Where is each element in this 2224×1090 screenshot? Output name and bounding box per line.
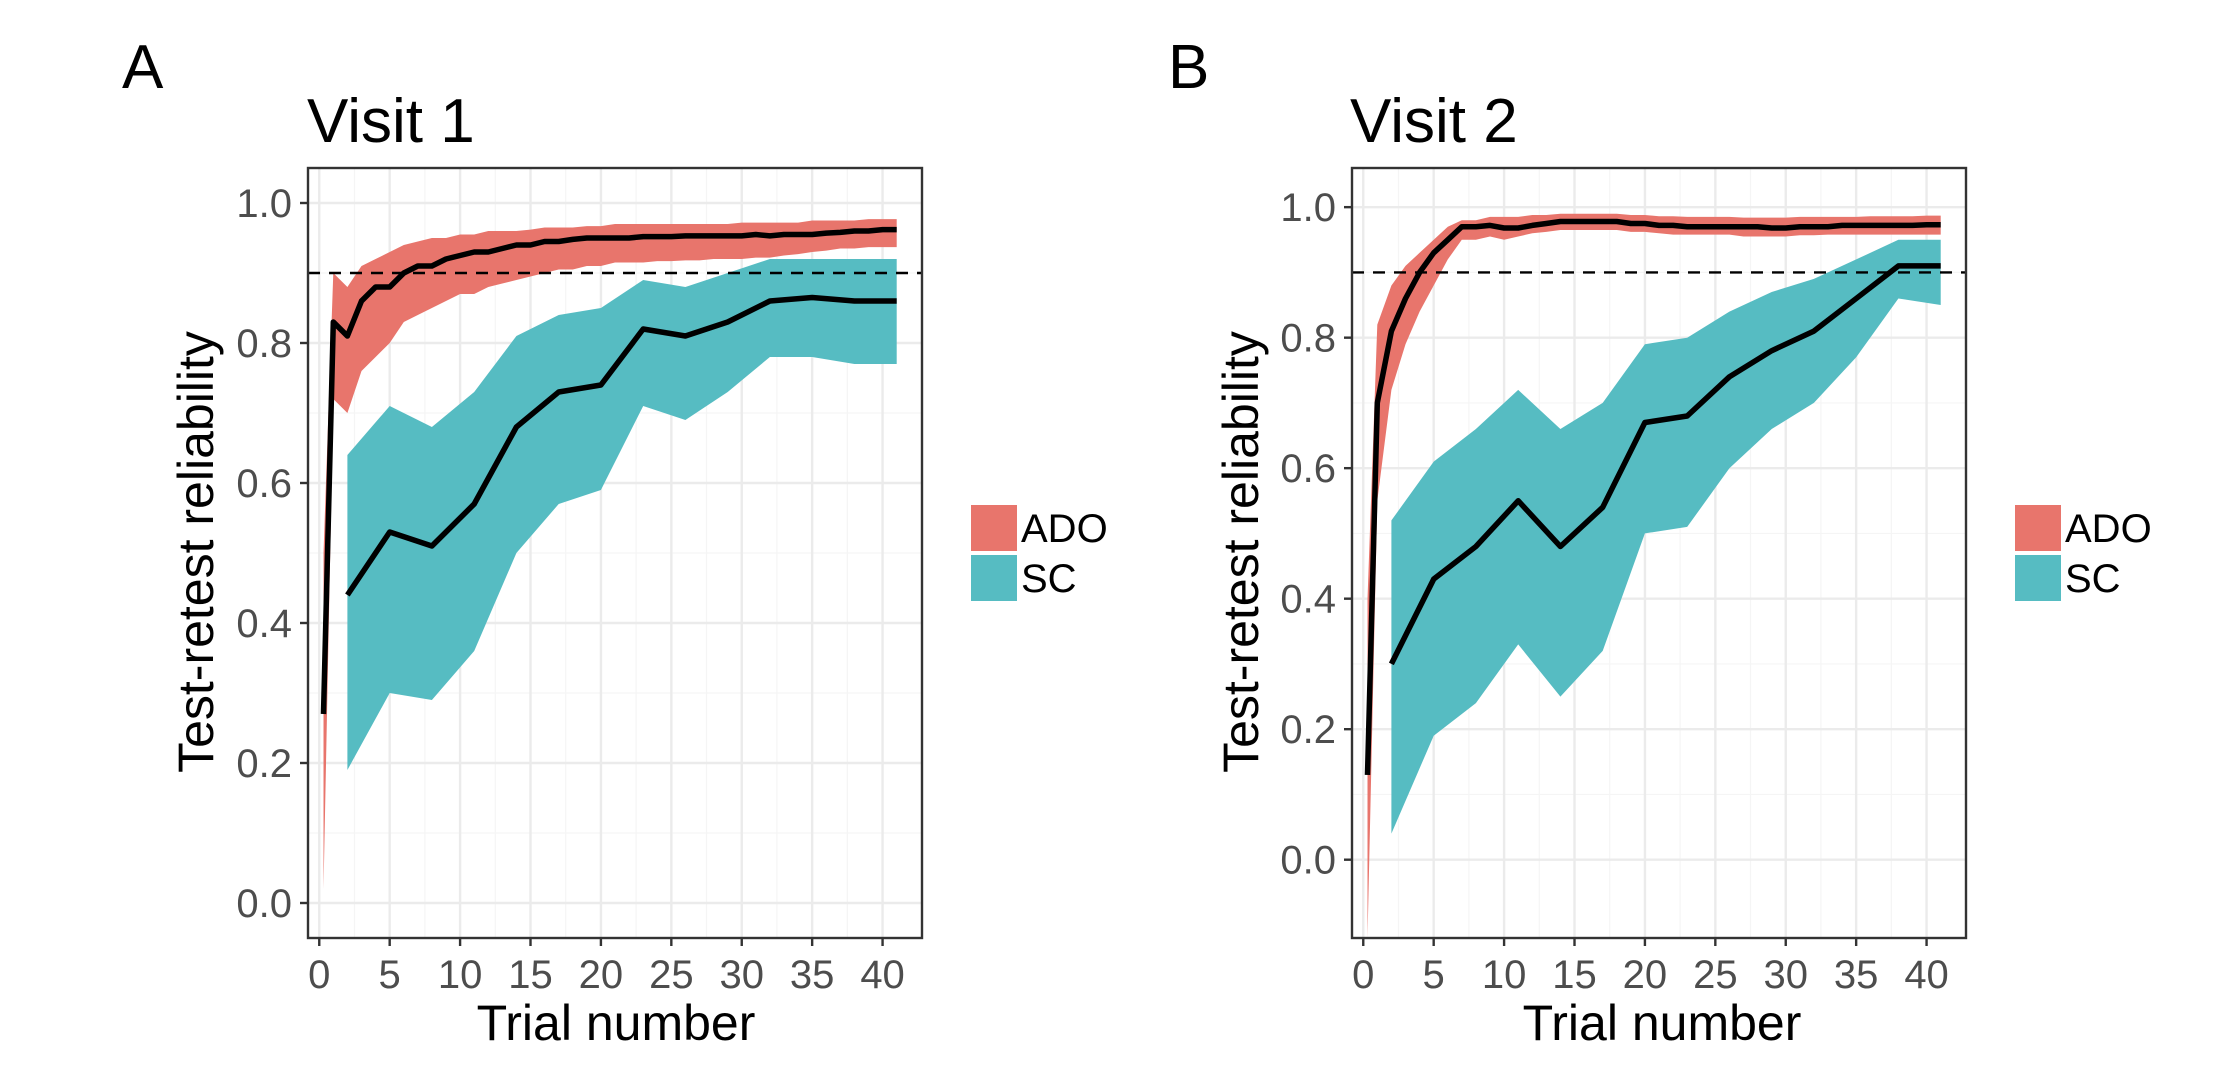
panel-a: A Visit 1 0 5 10 15 20 25 30 35 40 0.0 0.2 0.4 0.6 0.… bbox=[122, 33, 924, 1051]
panel-b-x-tick-label: 30 bbox=[1763, 953, 1808, 997]
panel-a-x-tick-label: 5 bbox=[379, 953, 401, 997]
panel-b-plot-frame bbox=[1350, 166, 1968, 940]
panel-a-title: Visit 1 bbox=[307, 87, 475, 156]
legend-b-ado-swatch bbox=[2015, 505, 2061, 551]
panel-b-title: Visit 2 bbox=[1350, 87, 1518, 156]
panel-b-y-tick-label: 0.8 bbox=[1280, 317, 1336, 361]
legend-a-ado-label: ADO bbox=[1021, 507, 1108, 551]
panel-b-x-axis-title: Trial number bbox=[1523, 995, 1802, 1051]
panel-a-y-tick-label: 0.8 bbox=[236, 322, 292, 366]
panel-a-x-tick-label: 10 bbox=[438, 953, 483, 997]
panel-b-sc-ribbon bbox=[1391, 239, 1941, 834]
panel-a-y-tick-label: 0.2 bbox=[236, 742, 292, 786]
panel-a-y-tick-label: 0.6 bbox=[236, 462, 292, 506]
panel-b-ado-mean-line bbox=[1364, 218, 1941, 775]
legend-b-ado-label: ADO bbox=[2065, 507, 2152, 551]
panel-a-sc-ribbon bbox=[347, 259, 897, 770]
panel-b-y-tick-label: 0.6 bbox=[1280, 447, 1336, 491]
panel-a-x-axis-title: Trial number bbox=[477, 995, 756, 1051]
panel-a-y-tick-label: 0.4 bbox=[236, 602, 292, 646]
panel-a-letter: A bbox=[122, 33, 164, 102]
panel-b-ado-ribbon bbox=[1367, 213, 1941, 938]
panel-b-x-tick-label: 25 bbox=[1693, 953, 1738, 997]
panel-b-x-tick-label: 0 bbox=[1352, 953, 1374, 997]
panel-a-y-axis-title: Test-retest reliability bbox=[168, 331, 224, 773]
panel-b-y-tick-label: 1.0 bbox=[1280, 186, 1336, 230]
panel-b-y-tick-label: 0.0 bbox=[1280, 839, 1336, 883]
panel-a-sc-mean-line bbox=[345, 294, 897, 597]
panel-b-x-tick-label: 35 bbox=[1834, 953, 1879, 997]
panel-b-x-tick-label: 5 bbox=[1423, 953, 1445, 997]
panel-a-x-tick-label: 0 bbox=[308, 953, 330, 997]
panel-b: B Visit 2 0 5 10 15 20 25 30 35 40 0.0 0.2 0.4 0.6 0.… bbox=[1168, 33, 1968, 1051]
panel-b-x-tick-label: 15 bbox=[1552, 953, 1597, 997]
panel-b-y-axis-title: Test-retest reliability bbox=[1213, 331, 1269, 773]
panel-a-x-tick-label: 30 bbox=[719, 953, 764, 997]
panel-b-x-tick-label: 40 bbox=[1904, 953, 1949, 997]
legend-a-sc-swatch bbox=[971, 555, 1017, 601]
panel-b-y-tick-label: 0.4 bbox=[1280, 578, 1336, 622]
panel-b-sc-mean-line bbox=[1388, 263, 1941, 666]
panel-a-y-tick-label: 0.0 bbox=[236, 882, 292, 926]
panel-a-plot-frame bbox=[306, 166, 924, 940]
panel-a-ado-mean-line bbox=[320, 226, 897, 715]
panel-b-x-tick-label: 20 bbox=[1623, 953, 1668, 997]
panel-b-x-tick-label: 10 bbox=[1482, 953, 1527, 997]
legend-a-sc-label: SC bbox=[1021, 557, 1077, 601]
panel-a-plot: 0 5 10 15 20 25 30 35 40 0.0 0.2 0.4 0.6 0.8 1.0 bbox=[236, 166, 924, 997]
legend-a-ado-swatch bbox=[971, 505, 1017, 551]
legend-b: ADO SC bbox=[2015, 505, 2152, 601]
panel-b-letter: B bbox=[1168, 33, 1209, 102]
panel-b-y-tick-label: 0.2 bbox=[1280, 708, 1336, 752]
panel-a-y-tick-label: 1.0 bbox=[236, 182, 292, 226]
legend-b-sc-swatch bbox=[2015, 555, 2061, 601]
panel-a-x-tick-label: 40 bbox=[860, 953, 905, 997]
legend-b-sc-label: SC bbox=[2065, 557, 2121, 601]
panel-a-x-tick-label: 35 bbox=[790, 953, 835, 997]
panel-a-x-tick-label: 25 bbox=[649, 953, 694, 997]
panel-a-x-tick-label: 20 bbox=[579, 953, 624, 997]
panel-b-plot: 0 5 10 15 20 25 30 35 40 0.0 0.2 0.4 0.6 0.8 1.0 bbox=[1280, 166, 1968, 997]
legend-a: ADO SC bbox=[971, 505, 1108, 601]
panel-a-x-tick-label: 15 bbox=[508, 953, 553, 997]
